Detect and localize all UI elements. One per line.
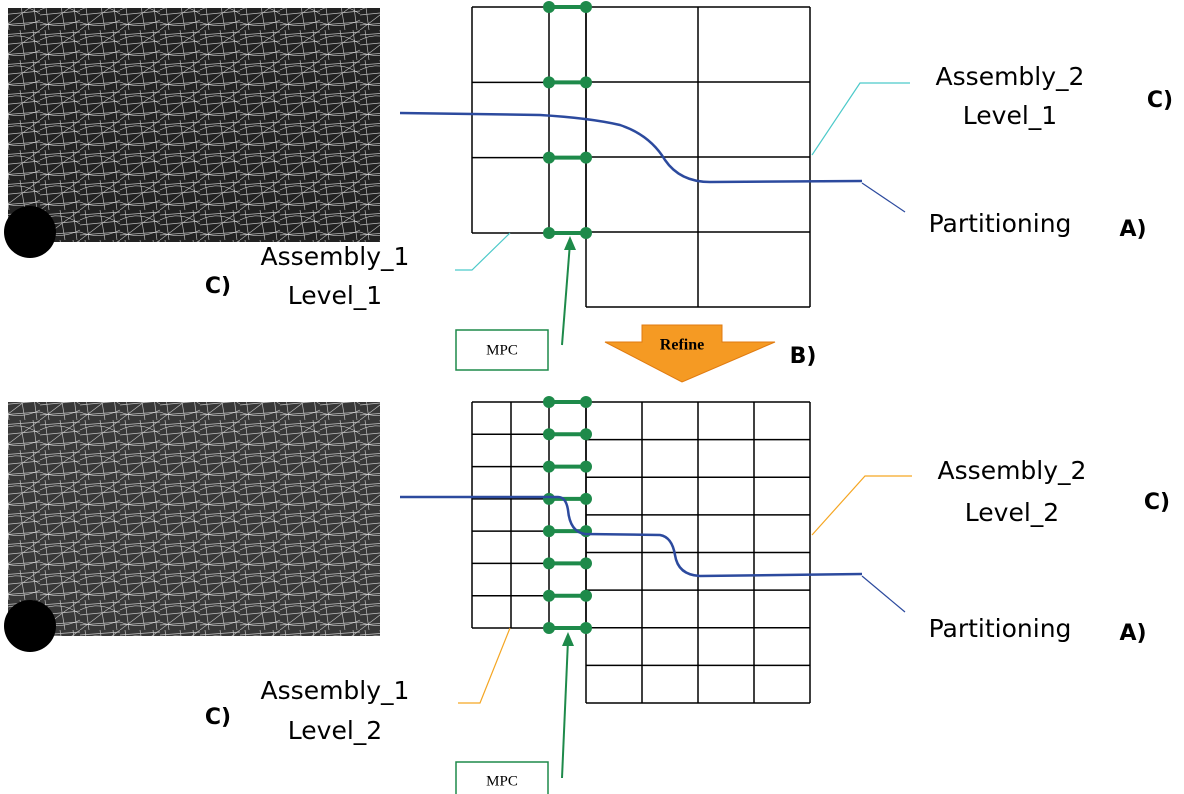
leader [455, 233, 510, 270]
label: Level_1 [288, 281, 382, 310]
mpc-node [543, 622, 555, 634]
label: Partitioning [929, 209, 1072, 238]
mesh-image [8, 8, 380, 242]
mesh-hole [4, 600, 56, 652]
arrow-head [564, 236, 576, 250]
label: Level_1 [963, 101, 1057, 130]
label: Partitioning [929, 614, 1072, 643]
tag: A) [1119, 621, 1146, 646]
mpc-node [580, 525, 592, 537]
diagram: Assembly_2 Level_1 C) Partitioning A) As… [0, 0, 1184, 794]
mpc-node [543, 227, 555, 239]
leader [812, 476, 912, 535]
mpc-node [543, 396, 555, 408]
label: Refine [660, 337, 704, 354]
mpc-node [543, 557, 555, 569]
label: Assembly_2 [936, 62, 1085, 91]
mpc-node [580, 461, 592, 473]
leader [458, 628, 510, 703]
mpc-node [580, 227, 592, 239]
mpc-node [580, 590, 592, 602]
arrow-head [562, 632, 574, 646]
mpc-node [543, 428, 555, 440]
mpc-node [543, 590, 555, 602]
label: Assembly_1 [261, 242, 410, 271]
mpc-node [580, 1, 592, 13]
mpc-node [580, 622, 592, 634]
mesh-image [8, 402, 380, 636]
tag: C) [1147, 88, 1173, 113]
mpc-node [543, 76, 555, 88]
mpc-node [580, 396, 592, 408]
partition-curve [400, 497, 862, 576]
mpc-node [543, 461, 555, 473]
mpc-node [543, 152, 555, 164]
leader [812, 83, 910, 155]
mpc-arrow [562, 243, 570, 345]
mpc-arrow [562, 640, 568, 778]
tag: C) [1144, 490, 1170, 515]
label: MPC [486, 342, 518, 358]
mpc-node [580, 557, 592, 569]
tag: A) [1119, 217, 1146, 242]
leader [862, 576, 905, 612]
label: Assembly_2 [938, 456, 1087, 485]
tag: C) [205, 274, 231, 299]
mpc-node [543, 1, 555, 13]
label: Level_2 [288, 716, 382, 745]
mpc-node [543, 493, 555, 505]
mesh-hole [4, 206, 56, 258]
tag: B) [790, 344, 817, 369]
mpc-node [580, 76, 592, 88]
mpc-node [543, 525, 555, 537]
partition-curve [400, 113, 862, 182]
label: Level_2 [965, 498, 1059, 527]
label: Assembly_1 [261, 676, 410, 705]
mpc-node [580, 152, 592, 164]
tag: C) [205, 705, 231, 730]
label: MPC [486, 773, 518, 789]
mpc-node [580, 493, 592, 505]
mpc-node [580, 428, 592, 440]
leader [862, 183, 905, 212]
